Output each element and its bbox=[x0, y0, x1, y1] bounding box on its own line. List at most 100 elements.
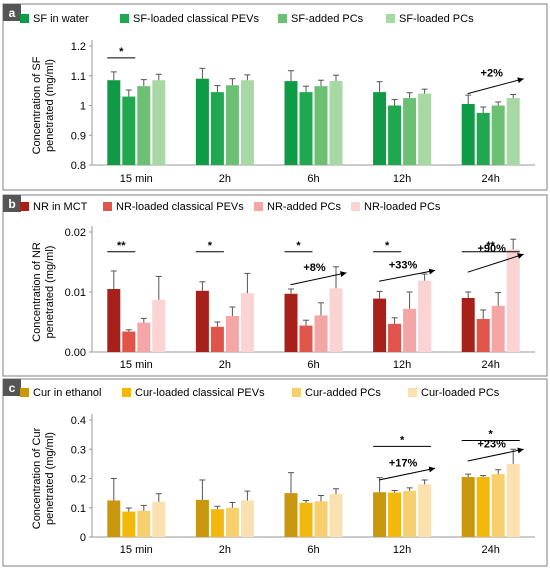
bar bbox=[373, 92, 387, 165]
y-tick-label: 0.8 bbox=[71, 160, 86, 172]
x-tick-label: 24h bbox=[482, 359, 500, 371]
y-tick-label: 0.3 bbox=[71, 444, 86, 456]
bar bbox=[152, 299, 166, 352]
y-tick-label: 0.1 bbox=[71, 503, 86, 515]
panel-label: a bbox=[9, 6, 16, 20]
bar bbox=[137, 86, 151, 165]
bar bbox=[461, 298, 475, 352]
bar bbox=[329, 81, 343, 165]
increase-arrow bbox=[379, 268, 436, 282]
legend-swatch bbox=[386, 14, 395, 23]
increase-label: +90% bbox=[477, 243, 506, 255]
bar bbox=[476, 112, 490, 165]
legend-label: SF-loaded classical PEVs bbox=[133, 13, 259, 25]
legend-swatch bbox=[254, 202, 263, 211]
significance-marker: ** bbox=[486, 240, 495, 252]
y-axis-label: Concentration of Curpenetrated (mg/ml) bbox=[31, 427, 56, 529]
legend-label: SF-loaded PCs bbox=[399, 13, 474, 25]
bar bbox=[284, 493, 298, 537]
bar bbox=[329, 494, 343, 537]
bar bbox=[225, 316, 239, 352]
x-tick-label: 15 min bbox=[120, 173, 153, 185]
significance-marker: * bbox=[385, 240, 390, 252]
bar bbox=[107, 289, 121, 352]
y-axis-label-line: Concentration of Cur bbox=[31, 427, 43, 529]
panel-label-tab bbox=[3, 4, 21, 21]
bar bbox=[506, 463, 520, 537]
x-tick-label: 6h bbox=[307, 544, 319, 556]
legend-label: Cur-loaded classical PEVs bbox=[135, 387, 265, 399]
legend-label: NR-added PCs bbox=[267, 201, 341, 213]
y-axis-label-line: penetrated (mg/ml) bbox=[44, 246, 56, 339]
bar bbox=[225, 507, 239, 537]
bar bbox=[388, 105, 402, 165]
y-tick-label: 1.2 bbox=[71, 41, 86, 53]
legend-swatch bbox=[408, 388, 417, 397]
bar bbox=[210, 92, 224, 165]
bar bbox=[122, 511, 136, 537]
x-tick-label: 6h bbox=[307, 359, 319, 371]
bar bbox=[210, 326, 224, 352]
legend-swatch bbox=[351, 202, 360, 211]
panel-label: b bbox=[8, 197, 15, 211]
panel-c: c Cur in ethanol Cur-loaded classical PEVs… bbox=[2, 378, 548, 567]
x-tick-label: 15 min bbox=[120, 359, 153, 371]
bar bbox=[314, 315, 328, 352]
bar bbox=[299, 92, 313, 165]
bar bbox=[329, 288, 343, 352]
x-tick-label: 6h bbox=[307, 173, 319, 185]
panel-frame bbox=[2, 3, 548, 191]
legend-swatch bbox=[120, 14, 129, 23]
significance-marker: ** bbox=[117, 240, 126, 252]
y-tick-label: 0.00 bbox=[65, 347, 86, 359]
legend-swatch bbox=[292, 388, 301, 397]
bar bbox=[152, 501, 166, 537]
increase-arrow bbox=[467, 77, 524, 95]
bar bbox=[388, 492, 402, 537]
bar bbox=[225, 85, 239, 165]
bar bbox=[240, 80, 254, 165]
bar bbox=[461, 104, 475, 165]
bar bbox=[461, 477, 475, 537]
legend-swatch bbox=[122, 388, 131, 397]
significance-marker: * bbox=[489, 428, 494, 440]
legend-label: NR in MCT bbox=[33, 201, 88, 213]
y-axis-label-line: penetrated (mg/ml) bbox=[44, 432, 56, 525]
increase-label: +33% bbox=[389, 259, 418, 271]
bar bbox=[373, 492, 387, 537]
significance-marker: * bbox=[400, 434, 405, 446]
bar bbox=[195, 499, 209, 537]
bar bbox=[137, 510, 151, 537]
bar bbox=[195, 78, 209, 165]
bar bbox=[122, 331, 136, 352]
legend-swatch bbox=[278, 14, 287, 23]
significance-marker: * bbox=[208, 240, 213, 252]
bar bbox=[299, 325, 313, 352]
panel-a: a SF in water SF-loaded classical PEVs SF-a… bbox=[2, 3, 548, 191]
bar bbox=[506, 249, 520, 352]
legend-swatch bbox=[20, 202, 29, 211]
bar bbox=[195, 290, 209, 352]
bar bbox=[491, 305, 505, 352]
x-tick-label: 2h bbox=[219, 544, 231, 556]
x-tick-label: 24h bbox=[482, 544, 500, 556]
legend-label: SF-added PCs bbox=[291, 13, 364, 25]
bar bbox=[476, 319, 490, 352]
x-tick-label: 2h bbox=[219, 359, 231, 371]
bar bbox=[403, 308, 417, 352]
legend-label: SF in water bbox=[33, 13, 89, 25]
bar bbox=[403, 490, 417, 537]
bar bbox=[210, 509, 224, 537]
panel-b: b NR in MCT NR-loaded classical PEVs NR-add… bbox=[2, 194, 548, 377]
y-axis-label: Concentration of NRpenetrated (mg/ml) bbox=[31, 242, 56, 342]
legend-label: NR-loaded PCs bbox=[364, 201, 441, 213]
legend-label: Cur-added PCs bbox=[305, 387, 381, 399]
x-tick-label: 15 min bbox=[120, 544, 153, 556]
bar bbox=[418, 484, 432, 537]
legend-label: Cur in ethanol bbox=[33, 387, 102, 399]
y-axis-label: Concentration of SFpenetrated (mg/ml) bbox=[31, 56, 56, 154]
increase-arrow bbox=[290, 271, 347, 286]
bar bbox=[122, 96, 136, 165]
legend-swatch bbox=[103, 202, 112, 211]
